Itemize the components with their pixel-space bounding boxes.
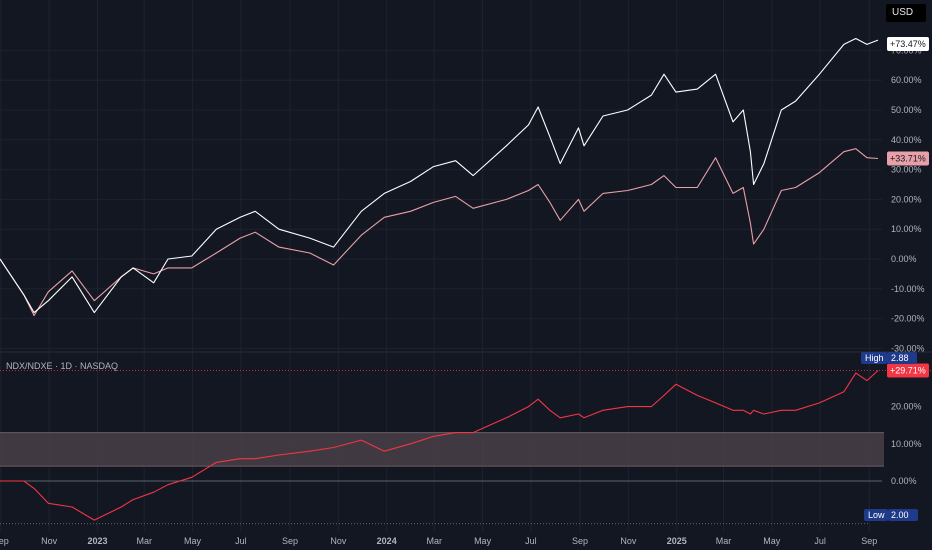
last-value-ndx-bg — [887, 37, 929, 52]
low-badge-bg — [864, 509, 888, 521]
y-tick-label: 40.00% — [891, 135, 922, 145]
y-tick-label-sub: 10.00% — [891, 439, 922, 449]
y-tick-label: 60.00% — [891, 75, 922, 85]
shaded-band — [0, 432, 884, 467]
x-tick-label: Sep — [861, 536, 877, 546]
y-tick-label: 20.00% — [891, 194, 922, 204]
x-tick-label: Jul — [235, 536, 247, 546]
series-line-ndx — [0, 37, 879, 314]
y-tick-label: 0.00% — [891, 254, 917, 264]
x-tick-label: Nov — [41, 536, 58, 546]
series-line-ratio — [0, 370, 879, 521]
low-value-bg — [888, 509, 918, 521]
x-tick-label: 2025 — [667, 536, 687, 546]
x-tick-label: Jul — [525, 536, 537, 546]
last-value-ndx: +73.47% — [890, 39, 926, 49]
last-value-ratio-bg — [887, 363, 929, 378]
currency-badge[interactable]: USD — [886, 4, 926, 22]
x-tick-label: Nov — [330, 536, 347, 546]
low-badge-label: Low — [868, 510, 885, 520]
high-badge-value: 2.88 — [891, 353, 909, 363]
x-tick-label: Sep — [282, 536, 298, 546]
x-tick-label: Mar — [716, 536, 732, 546]
y-tick-label: 30.00% — [891, 165, 922, 175]
x-tick-label: 2024 — [377, 536, 397, 546]
x-tick-label: Nov — [620, 536, 637, 546]
x-tick-label: Sep — [572, 536, 588, 546]
x-tick-label: Jul — [814, 536, 826, 546]
last-value-ndxe-bg — [887, 151, 929, 166]
x-tick-label: Sep — [0, 536, 9, 546]
pane-subtitle: NDX/NDXE · 1D · NASDAQ — [6, 361, 119, 371]
high-value-bg — [887, 352, 917, 364]
last-value-ndxe: +33.71% — [890, 154, 926, 164]
y-tick-label: -20.00% — [891, 314, 925, 324]
y-tick-label: 10.00% — [891, 224, 922, 234]
low-badge-value: 2.00 — [891, 510, 909, 520]
high-badge-bg — [861, 352, 887, 364]
x-tick-label: Mar — [426, 536, 442, 546]
series-line-ndxe — [0, 148, 879, 317]
x-tick-label: May — [763, 536, 781, 546]
x-tick-label: May — [184, 536, 202, 546]
y-tick-label: 50.00% — [891, 105, 922, 115]
high-badge-label: High — [865, 353, 884, 363]
last-value-ratio: +29.71% — [890, 365, 926, 375]
y-tick-label-sub: 0.00% — [891, 476, 917, 486]
x-tick-label: 2023 — [87, 536, 107, 546]
x-tick-label: May — [474, 536, 492, 546]
y-tick-label-sub: 20.00% — [891, 402, 922, 412]
x-tick-label: Mar — [136, 536, 152, 546]
y-tick-label: -10.00% — [891, 284, 925, 294]
y-tick-label: -30.00% — [891, 343, 925, 353]
